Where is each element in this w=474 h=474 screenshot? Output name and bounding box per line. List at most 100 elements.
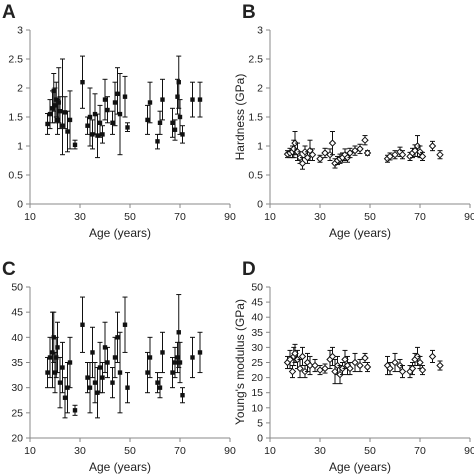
data-point — [45, 121, 50, 127]
y-axis-label: Hardness (GPa) — [233, 74, 247, 161]
y-tick-label: 3 — [257, 25, 263, 37]
data-point — [155, 139, 160, 144]
data-point — [115, 91, 120, 96]
x-tick-label: 90 — [224, 445, 236, 457]
y-tick-label: 50 — [251, 282, 263, 294]
x-axis-label: Age (years) — [329, 226, 391, 240]
x-tick-label: 70 — [414, 211, 426, 223]
data-point — [55, 345, 60, 350]
panel-letter-c: C — [2, 259, 16, 280]
y-tick-label: 25 — [251, 357, 263, 369]
data-point — [176, 80, 181, 85]
data-point — [55, 117, 60, 123]
data-point — [45, 370, 50, 375]
data-point — [177, 114, 183, 120]
data-point — [110, 380, 115, 385]
data-point — [100, 132, 105, 137]
data-point — [67, 117, 73, 123]
data-point — [175, 94, 180, 99]
y-tick-label: 35 — [251, 327, 263, 339]
data-point — [175, 355, 180, 360]
data-point — [436, 361, 444, 370]
data-point — [62, 110, 68, 115]
data-point — [65, 129, 70, 134]
y-tick-label: 1 — [17, 141, 23, 153]
data-point — [157, 120, 163, 125]
data-point — [100, 375, 105, 380]
x-tick-label: 70 — [414, 445, 426, 457]
data-point — [351, 358, 359, 367]
data-point — [112, 355, 118, 360]
data-point — [386, 364, 394, 373]
y-tick-label: 0 — [257, 199, 263, 211]
data-point — [147, 355, 153, 360]
data-point — [391, 358, 399, 367]
data-point — [57, 380, 63, 385]
y-tick-label: 50 — [11, 282, 23, 294]
data-point — [90, 350, 95, 355]
y-tick-label: 20 — [251, 372, 263, 384]
x-tick-label: 50 — [364, 211, 376, 223]
panel-letter-a: A — [2, 2, 16, 23]
data-point — [428, 352, 437, 361]
data-point — [87, 385, 93, 390]
panel-b: B 0 0.5 1 1.5 2 2.5 3 10 30 50 70 90 Age (years) Hardn… — [233, 2, 474, 240]
data-point — [190, 355, 195, 360]
data-point — [180, 132, 185, 137]
data-point — [110, 120, 115, 125]
y-tick-label: 30 — [11, 382, 23, 394]
y-tick-label: 30 — [251, 342, 263, 354]
data-point — [95, 133, 100, 138]
data-point — [298, 352, 307, 361]
data-point — [51, 88, 56, 94]
data-point — [321, 364, 329, 373]
data-point — [72, 142, 78, 148]
data-point — [147, 100, 153, 105]
x-tick-label: 30 — [314, 211, 326, 223]
data-point — [105, 360, 110, 365]
data-point — [428, 142, 437, 150]
y-tick-label: 5 — [257, 417, 263, 429]
data-point — [115, 335, 120, 340]
y-tick-label: 2.5 — [248, 54, 263, 66]
data-point — [125, 125, 130, 130]
x-tick-label: 10 — [264, 445, 276, 457]
y-axis-label: Young's modulus (GPa) — [233, 299, 247, 425]
data-point — [197, 350, 203, 355]
data-point — [155, 380, 160, 385]
data-point — [356, 361, 364, 370]
data-point — [346, 364, 354, 373]
x-axis-label: Age (years) — [329, 460, 391, 474]
data-point — [145, 117, 150, 123]
data-point — [176, 330, 181, 335]
data-point — [117, 111, 123, 117]
data-point — [92, 380, 98, 385]
data-point — [296, 364, 304, 373]
y-tick-label: 45 — [11, 307, 23, 319]
y-tick-label: 2 — [257, 83, 263, 95]
data-point — [361, 136, 369, 144]
data-point — [386, 152, 394, 161]
x-tick-label: 10 — [24, 445, 36, 457]
data-point — [363, 149, 372, 157]
x-tick-label: 70 — [174, 211, 186, 223]
data-point — [398, 150, 407, 159]
y-tick-label: 20 — [11, 433, 23, 445]
x-tick-label: 10 — [264, 211, 276, 223]
y-tick-label: 25 — [11, 407, 23, 419]
x-tick-label: 90 — [224, 211, 236, 223]
data-point — [408, 364, 417, 373]
y-tick-label: 0.5 — [248, 170, 263, 182]
panel-a: A 0 0.5 1 1.5 2 2.5 3 10 30 50 70 90 Age (years) — [2, 2, 236, 240]
data-point — [47, 111, 53, 117]
data-point — [80, 322, 85, 327]
data-point — [80, 80, 85, 85]
data-point — [351, 146, 359, 155]
data-point — [60, 365, 65, 370]
data-point — [172, 127, 178, 132]
y-tick-label: 0 — [17, 199, 23, 211]
y-tick-label: 15 — [251, 387, 263, 399]
x-tick-label: 50 — [124, 211, 136, 223]
y-tick-label: 3 — [17, 25, 23, 37]
data-point — [67, 360, 73, 365]
